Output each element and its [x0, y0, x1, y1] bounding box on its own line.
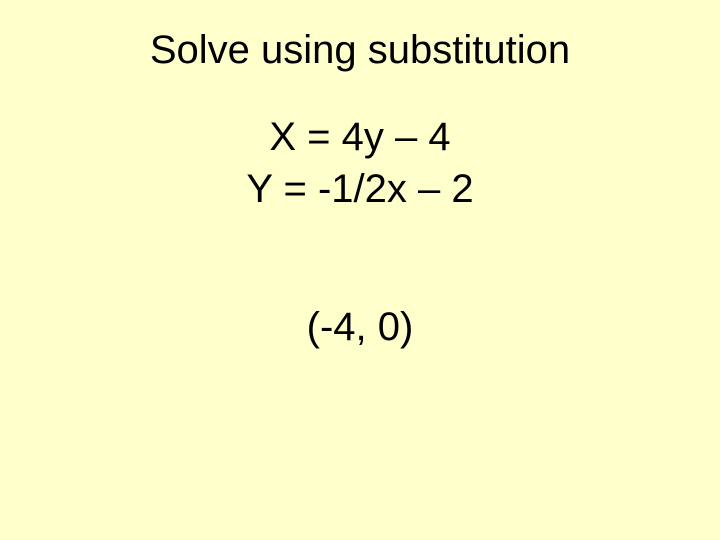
equation-1: X = 4y – 4: [0, 111, 720, 163]
slide-container: Solve using substitution X = 4y – 4 Y = …: [0, 0, 720, 540]
equation-2: Y = -1/2x – 2: [0, 163, 720, 215]
answer-text: (-4, 0): [0, 305, 720, 350]
slide-title: Solve using substitution: [0, 28, 720, 73]
equations-block: X = 4y – 4 Y = -1/2x – 2: [0, 111, 720, 215]
